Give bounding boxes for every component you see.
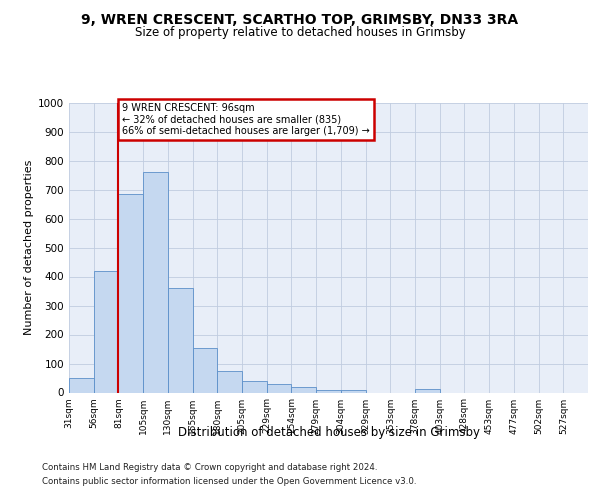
- Text: Contains HM Land Registry data © Crown copyright and database right 2024.: Contains HM Land Registry data © Crown c…: [42, 464, 377, 472]
- Bar: [143, 172, 168, 392]
- Bar: [292, 388, 316, 392]
- Bar: [118, 194, 143, 392]
- Text: Contains public sector information licensed under the Open Government Licence v3: Contains public sector information licen…: [42, 477, 416, 486]
- Bar: [193, 348, 217, 393]
- Bar: [341, 390, 365, 392]
- Bar: [69, 378, 94, 392]
- Bar: [94, 270, 118, 392]
- Text: Distribution of detached houses by size in Grimsby: Distribution of detached houses by size …: [178, 426, 480, 439]
- Bar: [168, 288, 193, 393]
- Bar: [242, 381, 267, 392]
- Text: 9 WREN CRESCENT: 96sqm
← 32% of detached houses are smaller (835)
66% of semi-de: 9 WREN CRESCENT: 96sqm ← 32% of detached…: [122, 103, 370, 136]
- Text: Size of property relative to detached houses in Grimsby: Size of property relative to detached ho…: [134, 26, 466, 39]
- Bar: [316, 390, 341, 392]
- Bar: [415, 389, 440, 392]
- Text: 9, WREN CRESCENT, SCARTHO TOP, GRIMSBY, DN33 3RA: 9, WREN CRESCENT, SCARTHO TOP, GRIMSBY, …: [82, 12, 518, 26]
- Bar: [217, 371, 242, 392]
- Y-axis label: Number of detached properties: Number of detached properties: [24, 160, 34, 335]
- Bar: [267, 384, 292, 392]
